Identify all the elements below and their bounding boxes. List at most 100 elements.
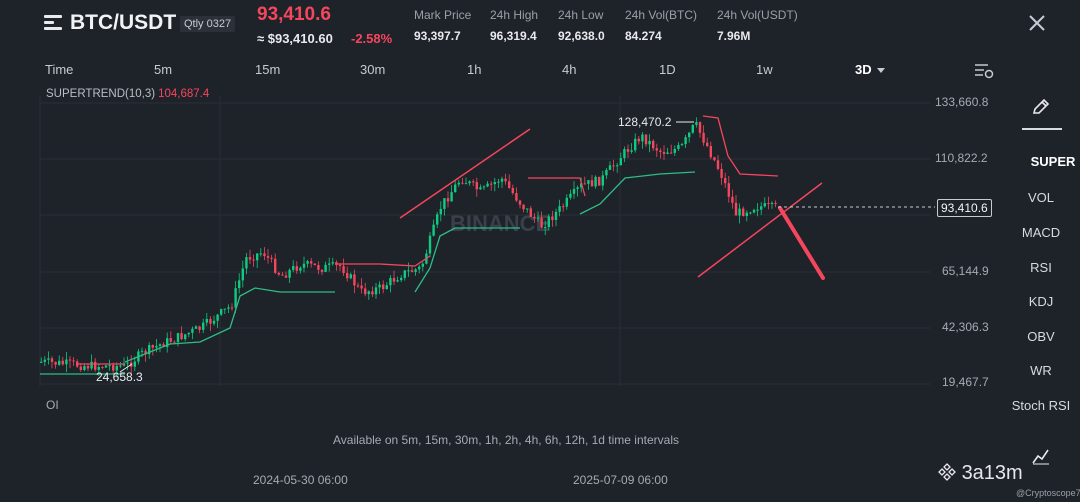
- candle: [551, 216, 554, 220]
- tab-1w[interactable]: 1w: [756, 62, 773, 77]
- tab-1h[interactable]: 1h: [467, 62, 482, 77]
- candle: [252, 259, 255, 261]
- tab-1d[interactable]: 1D: [659, 62, 676, 77]
- supertrend-segment: [414, 227, 520, 293]
- stat-mark-price: Mark Price 93,397.7: [414, 8, 472, 43]
- candle: [184, 334, 187, 340]
- candle: [670, 152, 673, 154]
- watermark: 3a13m: [938, 462, 1023, 485]
- candle: [342, 266, 345, 273]
- candle: [562, 206, 565, 208]
- candle: [605, 169, 608, 176]
- sidebar-item-macd[interactable]: MACD: [1021, 225, 1061, 240]
- close-icon[interactable]: [1026, 12, 1048, 34]
- candle: [158, 344, 162, 346]
- candles: [40, 117, 777, 378]
- candle: [662, 151, 666, 154]
- sidebar-item-kdj[interactable]: KDJ: [1028, 294, 1054, 309]
- candle: [306, 261, 309, 264]
- candle: [612, 165, 615, 167]
- tab-time[interactable]: Time: [45, 62, 74, 77]
- tab-30m[interactable]: 30m: [360, 62, 386, 77]
- candle: [684, 137, 687, 145]
- candle: [673, 148, 676, 153]
- contract-badge: Qtly 0327: [180, 16, 236, 32]
- chevron-down-icon: [876, 68, 885, 74]
- candle: [382, 284, 385, 290]
- stat-24h-vol-usdt: 24h Vol(USDT) 7.96M: [717, 8, 798, 43]
- candle: [742, 208, 745, 217]
- candle: [338, 264, 342, 267]
- candle: [374, 287, 378, 295]
- supertrend-segment: [528, 177, 586, 197]
- candle: [331, 262, 334, 264]
- candle: [205, 318, 208, 323]
- candle: [58, 360, 61, 365]
- candle: [392, 277, 396, 282]
- sidebar-item-stoch-rsi[interactable]: Stoch RSI: [1011, 398, 1071, 413]
- candle: [94, 361, 97, 370]
- candle: [400, 277, 403, 281]
- header: BTC/USDT Qtly 0327 93,410.6 ≈ $93,410.60…: [0, 0, 1080, 54]
- sidebar-item-rsi[interactable]: RSI: [1030, 260, 1052, 275]
- candle: [212, 320, 216, 324]
- x-tick: 2025-07-09 06:00: [573, 473, 668, 487]
- candle: [536, 217, 540, 219]
- candle: [655, 148, 658, 151]
- candle: [328, 263, 331, 265]
- sidebar-item-wr[interactable]: WR: [1030, 363, 1052, 378]
- candle: [587, 180, 590, 184]
- tab-4h[interactable]: 4h: [562, 62, 577, 77]
- sidebar-item-super[interactable]: SUPER: [1030, 154, 1076, 169]
- candle: [281, 274, 284, 276]
- candle: [292, 266, 295, 270]
- candle: [702, 132, 705, 143]
- oi-label[interactable]: OI: [46, 398, 59, 412]
- candle: [446, 198, 450, 202]
- pair-title[interactable]: BTC/USDT: [70, 11, 177, 34]
- candle: [50, 358, 54, 362]
- candle: [220, 309, 223, 315]
- candle: [706, 142, 709, 147]
- candle: [601, 175, 604, 186]
- candle: [317, 265, 320, 270]
- candle: [731, 196, 734, 203]
- candle: [745, 212, 748, 217]
- sidebar-item-vol[interactable]: VOL: [1027, 190, 1054, 205]
- candle: [432, 224, 435, 236]
- indicator-label[interactable]: SUPERTREND(10,3) 104,687.4: [46, 88, 210, 100]
- candle: [202, 322, 205, 330]
- binance-logo-icon: [938, 463, 956, 481]
- candle: [623, 149, 626, 159]
- candle: [500, 178, 504, 182]
- candle: [148, 345, 151, 355]
- supertrend-segment: [124, 287, 335, 363]
- pencil-icon[interactable]: [1030, 96, 1052, 118]
- candle: [79, 366, 82, 371]
- candle: [313, 263, 316, 266]
- candle: [86, 365, 90, 369]
- line-chart-icon[interactable]: [1032, 447, 1050, 465]
- candle: [558, 206, 561, 212]
- supertrend-segment: [579, 171, 696, 215]
- candle: [414, 269, 417, 272]
- candle: [248, 257, 252, 260]
- candle: [310, 261, 313, 264]
- candle: [367, 291, 370, 295]
- candle: [166, 338, 169, 348]
- candle: [389, 277, 392, 286]
- chart-settings-icon[interactable]: [974, 62, 994, 80]
- candle: [493, 182, 496, 185]
- candle: [594, 176, 597, 187]
- tab-3d[interactable]: 3D: [855, 62, 885, 77]
- tab-5m[interactable]: 5m: [154, 62, 173, 77]
- candle: [576, 187, 579, 189]
- sidebar-item-obv[interactable]: OBV: [1027, 329, 1055, 344]
- candle: [40, 361, 43, 363]
- candle: [346, 272, 349, 279]
- candle: [176, 333, 180, 343]
- price-chart[interactable]: BINANCE 128,470.2 24,658.3: [0, 96, 1010, 476]
- tab-15m[interactable]: 15m: [255, 62, 281, 77]
- menu-icon[interactable]: [44, 14, 62, 32]
- candle: [626, 149, 630, 152]
